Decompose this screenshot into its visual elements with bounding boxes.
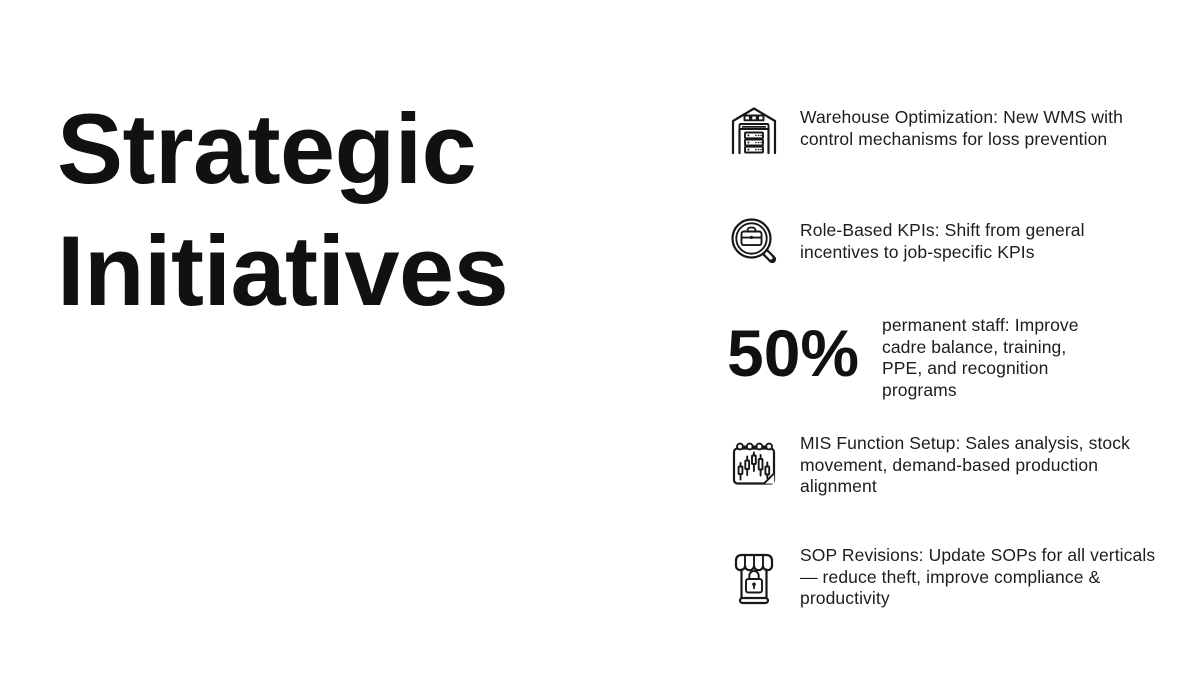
initiative-text: Role-Based KPIs: Shift from general ince… [800,220,1085,262]
initiative-text: permanent staff: Improve cadre balance, … [882,315,1079,400]
page-title: Strategic Initiatives [57,93,509,326]
initiative-text: MIS Function Setup: Sales analysis, stoc… [800,433,1130,496]
initiative-row-staff: 50% permanent staff: Improve cadre balan… [727,312,1100,401]
initiative-text: Warehouse Optimization: New WMS with con… [800,107,1123,149]
magnifier-briefcase-icon [727,214,781,268]
initiative-row-warehouse: Warehouse Optimization: New WMS with con… [727,101,1142,157]
initiative-row-mis: MIS Function Setup: Sales analysis, stoc… [727,431,1148,498]
initiative-text: SOP Revisions: Update SOPs for all verti… [800,545,1156,608]
warehouse-icon [727,103,781,157]
initiative-row-sop: SOP Revisions: Update SOPs for all verti… [727,543,1156,610]
storefront-lock-icon [727,546,781,608]
initiative-row-kpis: Role-Based KPIs: Shift from general ince… [727,211,1102,268]
stat-value: 50% [727,316,860,390]
calendar-stock-chart-icon [727,436,781,490]
